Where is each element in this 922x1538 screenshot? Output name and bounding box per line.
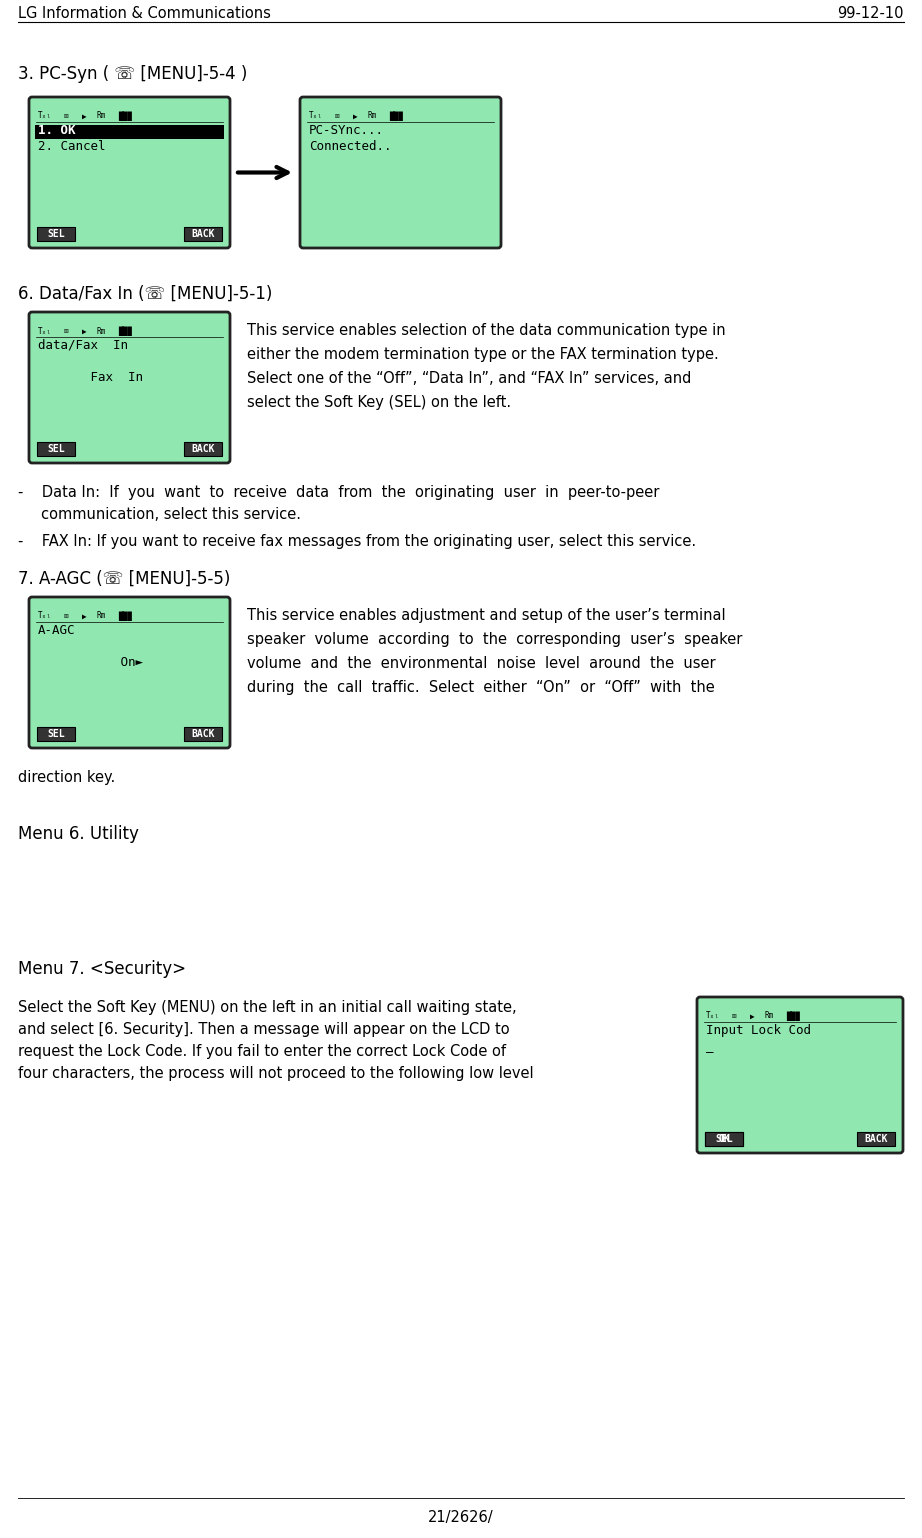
Text: OK: OK <box>718 1134 730 1144</box>
Bar <box>37 441 75 455</box>
Bar <box>705 1132 743 1146</box>
Text: Tₓₗ: Tₓₗ <box>706 1012 720 1021</box>
Text: -    Data In:  If  you  want  to  receive  data  from  the  originating  user  i: - Data In: If you want to receive data f… <box>18 484 659 500</box>
Text: 7. A-AGC (☏ [MENU]-5-5): 7. A-AGC (☏ [MENU]-5-5) <box>18 571 230 588</box>
FancyBboxPatch shape <box>697 997 903 1154</box>
Text: ✉: ✉ <box>64 111 68 120</box>
Bar <box>184 228 222 241</box>
Text: select the Soft Key (SEL) on the left.: select the Soft Key (SEL) on the left. <box>247 395 511 411</box>
Text: LG Information & Communications: LG Information & Communications <box>18 6 271 22</box>
FancyBboxPatch shape <box>29 97 230 248</box>
Text: ███: ███ <box>118 111 132 122</box>
Text: -    FAX In: If you want to receive fax messages from the originating user, sele: - FAX In: If you want to receive fax mes… <box>18 534 696 549</box>
Text: ███: ███ <box>389 111 403 122</box>
Text: BACK: BACK <box>191 444 215 454</box>
Text: SEL: SEL <box>47 729 65 738</box>
Bar <box>705 1132 743 1146</box>
Bar <box>35 125 224 140</box>
Text: 2. Cancel: 2. Cancel <box>38 140 105 152</box>
Bar <box>37 228 75 241</box>
Text: direction key.: direction key. <box>18 771 115 784</box>
Text: On►: On► <box>38 655 143 669</box>
Text: Tₓₗ: Tₓₗ <box>309 111 323 120</box>
Text: 6. Data/Fax In (☏ [MENU]-5-1): 6. Data/Fax In (☏ [MENU]-5-1) <box>18 285 272 303</box>
Text: Rm: Rm <box>764 1012 774 1021</box>
Text: volume  and  the  environmental  noise  level  around  the  user: volume and the environmental noise level… <box>247 657 715 671</box>
FancyBboxPatch shape <box>300 97 501 248</box>
Text: four characters, the process will not proceed to the following low level: four characters, the process will not pr… <box>18 1066 534 1081</box>
Text: ✉: ✉ <box>64 326 68 335</box>
Text: ▶: ▶ <box>353 111 358 120</box>
Text: This service enables adjustment and setup of the user’s terminal: This service enables adjustment and setu… <box>247 608 726 623</box>
Text: either the modem termination type or the FAX termination type.: either the modem termination type or the… <box>247 348 719 361</box>
Text: BACK: BACK <box>191 229 215 238</box>
Text: speaker  volume  according  to  the  corresponding  user’s  speaker: speaker volume according to the correspo… <box>247 632 742 647</box>
FancyBboxPatch shape <box>29 312 230 463</box>
Text: Connected..: Connected.. <box>309 140 392 152</box>
Text: request the Lock Code. If you fail to enter the correct Lock Code of: request the Lock Code. If you fail to en… <box>18 1044 506 1060</box>
Text: PC-SYnc...: PC-SYnc... <box>309 125 384 137</box>
Text: SEL: SEL <box>715 1134 733 1144</box>
Text: Rm: Rm <box>367 111 376 120</box>
Text: BACK: BACK <box>864 1134 888 1144</box>
Text: Rm: Rm <box>96 111 105 120</box>
Text: Tₓₗ: Tₓₗ <box>38 612 52 620</box>
Text: Tₓₗ: Tₓₗ <box>38 326 52 335</box>
Text: 1. OK: 1. OK <box>38 125 76 137</box>
Text: ▶: ▶ <box>750 1012 754 1021</box>
Text: Select the Soft Key (MENU) on the left in an initial call waiting state,: Select the Soft Key (MENU) on the left i… <box>18 1000 516 1015</box>
Text: data/Fax  In: data/Fax In <box>38 338 128 352</box>
Text: Rm: Rm <box>96 326 105 335</box>
Bar <box>37 727 75 741</box>
Text: ▶: ▶ <box>82 111 87 120</box>
FancyBboxPatch shape <box>29 597 230 747</box>
Bar <box>184 727 222 741</box>
Text: BACK: BACK <box>191 729 215 738</box>
Text: 99-12-10: 99-12-10 <box>837 6 904 22</box>
Text: Menu 7. <Security>: Menu 7. <Security> <box>18 960 186 978</box>
Text: ▶: ▶ <box>82 612 87 620</box>
Text: ✉: ✉ <box>64 612 68 620</box>
Text: _: _ <box>706 1040 714 1054</box>
Text: Menu 6. Utility: Menu 6. Utility <box>18 824 139 843</box>
Bar <box>857 1132 895 1146</box>
Text: This service enables selection of the data communication type in: This service enables selection of the da… <box>247 323 726 338</box>
Text: SEL: SEL <box>47 229 65 238</box>
Text: ✉: ✉ <box>732 1012 737 1021</box>
Text: Fax  In: Fax In <box>38 371 143 384</box>
Text: ███: ███ <box>118 326 132 335</box>
Text: ▶: ▶ <box>82 326 87 335</box>
Text: 21/2626/: 21/2626/ <box>428 1510 494 1526</box>
Text: Rm: Rm <box>96 612 105 620</box>
Text: A-AGC: A-AGC <box>38 624 76 637</box>
Text: and select [6. Security]. Then a message will appear on the LCD to: and select [6. Security]. Then a message… <box>18 1021 510 1037</box>
Text: communication, select this service.: communication, select this service. <box>18 508 301 521</box>
Bar <box>184 441 222 455</box>
Text: Tₓₗ: Tₓₗ <box>38 111 52 120</box>
Text: Select one of the “Off”, “Data In”, and “FAX In” services, and: Select one of the “Off”, “Data In”, and … <box>247 371 692 386</box>
Text: Input Lock Cod: Input Lock Cod <box>706 1024 811 1037</box>
Text: during  the  call  traffic.  Select  either  “On”  or  “Off”  with  the: during the call traffic. Select either “… <box>247 680 715 695</box>
Text: SEL: SEL <box>47 444 65 454</box>
Text: ███: ███ <box>118 611 132 621</box>
Text: ✉: ✉ <box>335 111 339 120</box>
Text: 3. PC-Syn ( ☏ [MENU]-5-4 ): 3. PC-Syn ( ☏ [MENU]-5-4 ) <box>18 65 247 83</box>
Text: ███: ███ <box>786 1012 800 1021</box>
